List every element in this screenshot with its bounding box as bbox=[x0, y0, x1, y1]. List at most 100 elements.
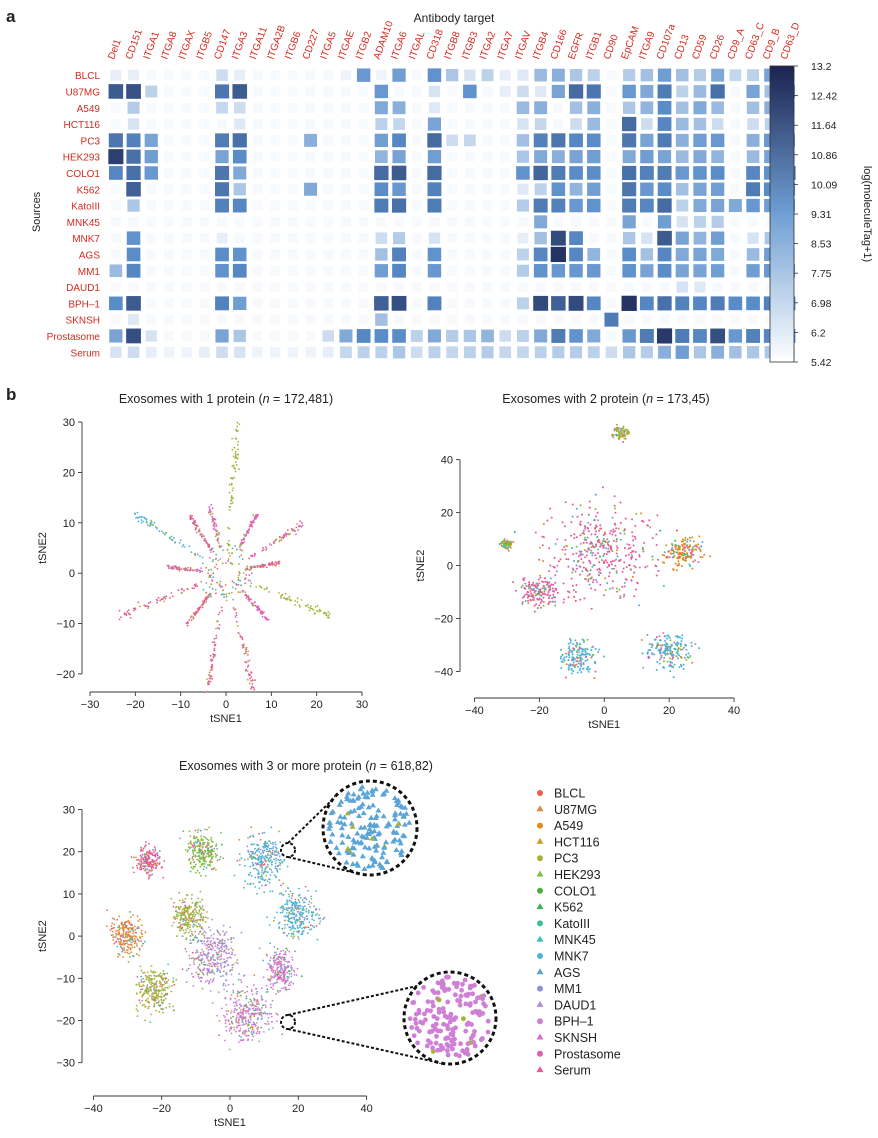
scatter3-point bbox=[253, 1009, 255, 1012]
scatter2-point bbox=[570, 577, 573, 580]
scatter1-point bbox=[192, 521, 195, 524]
scatter3-point bbox=[307, 889, 310, 892]
scatter1-point bbox=[162, 532, 165, 534]
scatter2-point bbox=[675, 551, 678, 554]
y-tick-label: 20 bbox=[441, 508, 453, 520]
scatter3-point bbox=[187, 842, 190, 845]
scatter1-point bbox=[215, 563, 218, 566]
scatter1-point bbox=[240, 539, 243, 541]
heatmap-cell bbox=[535, 314, 546, 325]
scatter2-point bbox=[613, 495, 616, 498]
scatter3-point bbox=[198, 857, 201, 860]
scatter1-point bbox=[147, 607, 150, 609]
heatmap-cell bbox=[516, 199, 530, 212]
scatter3-point bbox=[267, 1017, 270, 1019]
scatter3-point bbox=[318, 914, 320, 916]
scatter3-point bbox=[162, 977, 165, 980]
scatter2-point bbox=[699, 548, 702, 551]
scatter3-point bbox=[282, 905, 285, 908]
scatter3-point bbox=[204, 931, 207, 934]
scatter2-point bbox=[670, 552, 673, 555]
scatter2-point bbox=[578, 550, 581, 553]
scatter2-point bbox=[567, 664, 570, 667]
scatter3-point bbox=[283, 919, 286, 922]
heatmap-cell bbox=[232, 84, 248, 99]
x-tick-label: −40 bbox=[84, 1103, 103, 1115]
scatter3-point bbox=[196, 858, 199, 861]
scatter3-point bbox=[137, 940, 140, 942]
heatmap-cell bbox=[482, 119, 493, 130]
scatter1-point bbox=[191, 587, 194, 589]
legend-marker bbox=[537, 855, 543, 862]
scatter3-point bbox=[286, 934, 288, 937]
scatter3-point bbox=[271, 999, 274, 1002]
scatter3-point bbox=[216, 963, 218, 966]
scatter2-point bbox=[594, 533, 597, 536]
heatmap-cell bbox=[181, 282, 192, 293]
scatter3-point bbox=[145, 856, 148, 859]
heatmap-cell bbox=[606, 298, 617, 309]
scatter1-point bbox=[145, 520, 148, 523]
scatter3-point bbox=[284, 923, 286, 926]
scatter2-point bbox=[615, 527, 618, 530]
scatter1-point bbox=[278, 560, 281, 563]
scatter2-point bbox=[676, 641, 679, 644]
scatter3-point bbox=[128, 952, 131, 955]
scatter3-point bbox=[234, 997, 237, 1000]
scatter3-point bbox=[304, 926, 306, 929]
scatter2-point bbox=[673, 663, 676, 666]
scatter1-point bbox=[206, 595, 209, 598]
scatter3-point bbox=[148, 974, 151, 977]
scatter3-point bbox=[305, 915, 308, 917]
scatter3-point bbox=[194, 845, 197, 848]
legend: BLCLU87MGA549HCT116PC3HEK293COLO1K562Kat… bbox=[536, 787, 621, 1078]
scatter2-point bbox=[615, 423, 618, 426]
scatter3-point bbox=[255, 1005, 258, 1008]
heatmap-cell bbox=[144, 166, 158, 180]
scatter3-point bbox=[192, 865, 195, 868]
heatmap-row-label: PC3 bbox=[81, 136, 101, 147]
scatter3-point bbox=[138, 860, 141, 862]
scatter3-point bbox=[261, 1007, 263, 1009]
heatmap-cell bbox=[429, 216, 440, 227]
scatter3-point bbox=[148, 842, 151, 845]
scatter2-point bbox=[641, 546, 644, 549]
x-axis-label: tSNE1 bbox=[588, 719, 620, 731]
scatter2-point bbox=[621, 585, 624, 588]
scatter1-point bbox=[194, 528, 197, 531]
legend-marker bbox=[536, 1066, 544, 1073]
scatter3-point bbox=[257, 1026, 259, 1029]
heatmap-cell bbox=[322, 346, 334, 358]
scatter2-point bbox=[692, 540, 695, 543]
scatter2-point bbox=[695, 544, 698, 547]
scatter2-point bbox=[506, 548, 509, 550]
scatter1-point bbox=[195, 531, 198, 534]
scatter2-point bbox=[613, 429, 616, 432]
heatmap-cell bbox=[427, 264, 442, 278]
scatter1-point bbox=[246, 670, 249, 672]
scatter2-point bbox=[590, 656, 593, 659]
scatter2-point bbox=[663, 656, 666, 659]
scatter3-point bbox=[245, 997, 248, 1000]
scatter2-point bbox=[634, 524, 637, 527]
heatmap-row-label: SKNSH bbox=[66, 316, 100, 327]
heatmap-cell bbox=[482, 102, 493, 113]
scatter2-point bbox=[589, 562, 592, 565]
scatter3-point bbox=[240, 981, 243, 983]
heatmap-cell bbox=[181, 86, 192, 97]
scatter3-point bbox=[121, 921, 123, 924]
scatter3-point bbox=[271, 863, 273, 866]
heatmap-cell bbox=[710, 328, 726, 344]
heatmap-cell bbox=[305, 216, 316, 227]
heatmap-cell bbox=[657, 117, 672, 131]
heatmap-cell bbox=[746, 346, 760, 359]
heatmap-cell bbox=[287, 200, 298, 211]
scatter3-point bbox=[256, 1009, 259, 1011]
scatter3-point bbox=[133, 925, 136, 928]
heatmap-cell bbox=[411, 314, 422, 325]
scatter2-point bbox=[669, 670, 672, 673]
scatter2-point bbox=[614, 523, 617, 526]
heatmap-cell bbox=[447, 200, 458, 211]
scatter-1-protein: Exosomes with 1 protein (n = 172,481) −3… bbox=[37, 392, 368, 725]
heatmap-cell bbox=[252, 102, 263, 113]
